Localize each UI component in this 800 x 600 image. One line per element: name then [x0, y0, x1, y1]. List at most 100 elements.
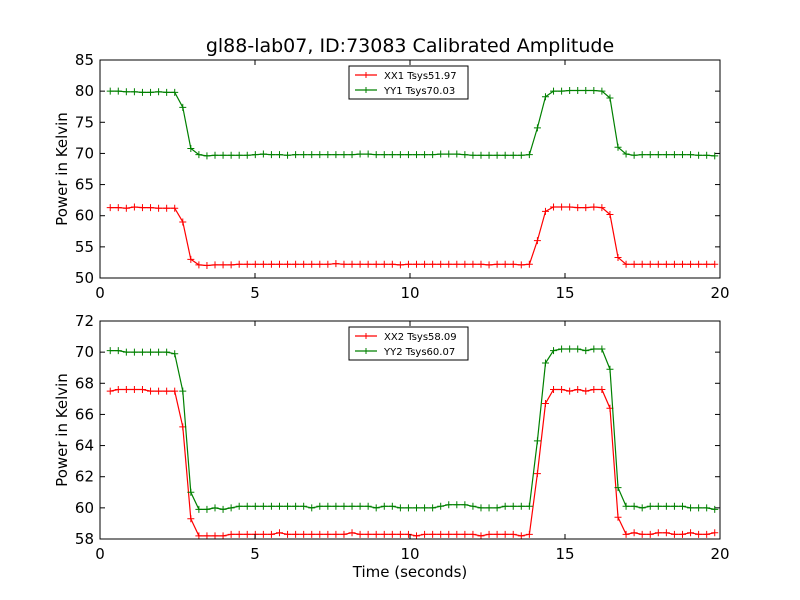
data-point-1-1-18	[251, 502, 259, 510]
data-point-1-1-14	[219, 505, 227, 513]
data-point-1-0-26	[316, 530, 324, 538]
data-point-0-1-55	[550, 87, 558, 95]
y-tick-label: 60	[75, 207, 94, 225]
legend-box	[348, 65, 469, 100]
data-point-0-0-63	[614, 253, 622, 261]
x-tick-label: 0	[95, 545, 105, 563]
y-tick-label: 55	[75, 238, 94, 256]
y-axis-label: Power in Kelvin	[53, 112, 71, 226]
data-point-0-1-42	[445, 150, 453, 158]
data-point-0-0-17	[243, 260, 251, 268]
data-point-1-0-29	[340, 530, 348, 538]
data-point-1-0-13	[211, 532, 219, 540]
data-point-0-0-32	[364, 260, 372, 268]
data-point-0-1-9	[179, 103, 187, 111]
data-point-0-0-42	[445, 260, 453, 268]
data-point-1-0-15	[227, 530, 235, 538]
data-point-1-1-25	[308, 504, 316, 512]
data-point-0-0-9	[179, 218, 187, 226]
data-point-1-0-17	[243, 530, 251, 538]
data-point-0-1-63	[614, 143, 622, 151]
data-point-0-1-66	[638, 151, 646, 159]
data-point-0-0-35	[388, 260, 396, 268]
data-point-1-0-40	[429, 530, 437, 538]
x-tick-label: 20	[710, 545, 729, 563]
data-point-1-1-65	[630, 502, 638, 510]
data-point-1-0-39	[421, 530, 429, 538]
data-point-1-0-67	[646, 530, 654, 538]
data-point-1-1-29	[340, 502, 348, 510]
data-point-1-1-43	[453, 501, 461, 509]
data-point-1-1-1	[114, 347, 122, 355]
data-point-0-1-59	[582, 87, 590, 95]
data-point-0-1-60	[590, 87, 598, 95]
data-point-0-0-10	[187, 255, 195, 263]
data-point-1-1-62	[606, 365, 614, 373]
data-point-1-0-32	[364, 530, 372, 538]
data-point-0-0-52	[525, 260, 533, 268]
data-point-0-1-69	[662, 151, 670, 159]
data-point-0-0-74	[703, 260, 711, 268]
data-point-0-0-41	[437, 260, 445, 268]
data-point-1-0-4	[138, 386, 146, 394]
data-point-1-0-49	[501, 530, 509, 538]
data-point-0-0-73	[695, 260, 703, 268]
data-point-0-0-43	[453, 260, 461, 268]
data-point-1-0-35	[388, 530, 396, 538]
y-tick-label: 70	[75, 144, 94, 162]
data-point-1-0-50	[509, 530, 517, 538]
data-point-0-1-50	[509, 151, 517, 159]
data-point-0-1-73	[695, 151, 703, 159]
data-point-1-0-36	[396, 530, 404, 538]
data-point-1-0-14	[219, 532, 227, 540]
data-point-1-1-75	[711, 505, 719, 513]
data-point-1-0-21	[275, 529, 283, 537]
data-point-1-1-64	[622, 502, 630, 510]
x-tick-label: 5	[250, 284, 260, 302]
data-point-0-0-16	[235, 260, 243, 268]
data-point-0-1-41	[437, 150, 445, 158]
y-tick-label: 75	[75, 113, 94, 131]
data-point-1-0-0	[106, 387, 114, 395]
data-point-0-1-11	[195, 151, 203, 159]
data-point-0-1-22	[284, 151, 292, 159]
data-point-0-1-64	[622, 150, 630, 158]
legend-label: XX1 Tsys51.97	[384, 71, 457, 82]
legend-box	[348, 326, 469, 361]
data-point-0-0-3	[130, 203, 138, 211]
data-point-0-1-62	[606, 94, 614, 102]
data-point-1-0-60	[590, 386, 598, 394]
data-point-0-1-23	[292, 151, 300, 159]
data-point-0-0-55	[550, 203, 558, 211]
data-point-0-0-72	[687, 260, 695, 268]
data-point-0-1-45	[469, 151, 477, 159]
data-point-0-0-12	[203, 262, 211, 270]
data-point-1-1-0	[106, 347, 114, 355]
data-point-1-1-23	[292, 502, 300, 510]
data-point-1-0-70	[670, 530, 678, 538]
data-point-1-1-32	[364, 502, 372, 510]
data-point-1-0-46	[477, 532, 485, 540]
data-point-0-1-37	[404, 151, 412, 159]
data-point-1-0-38	[413, 532, 421, 540]
data-point-1-0-5	[147, 387, 155, 395]
data-point-0-0-7	[163, 204, 171, 212]
data-point-0-1-17	[243, 151, 251, 159]
data-point-1-1-68	[654, 502, 662, 510]
data-point-0-1-67	[646, 151, 654, 159]
data-point-0-1-2	[122, 88, 130, 96]
chart-title: gl88-lab07, ID:73083 Calibrated Amplitud…	[206, 35, 614, 57]
data-point-1-1-73	[695, 504, 703, 512]
data-point-0-0-40	[429, 260, 437, 268]
data-point-0-1-44	[461, 151, 469, 159]
data-point-1-1-10	[187, 488, 195, 496]
data-point-1-0-57	[566, 387, 574, 395]
x-axis-label: Time (seconds)	[352, 563, 468, 581]
data-point-0-0-66	[638, 260, 646, 268]
x-tick-label: 10	[400, 545, 419, 563]
x-tick-label: 15	[555, 284, 574, 302]
data-point-0-0-53	[533, 237, 541, 245]
data-point-1-1-17	[243, 502, 251, 510]
y-tick-label: 50	[75, 269, 94, 287]
data-point-0-0-47	[485, 261, 493, 269]
